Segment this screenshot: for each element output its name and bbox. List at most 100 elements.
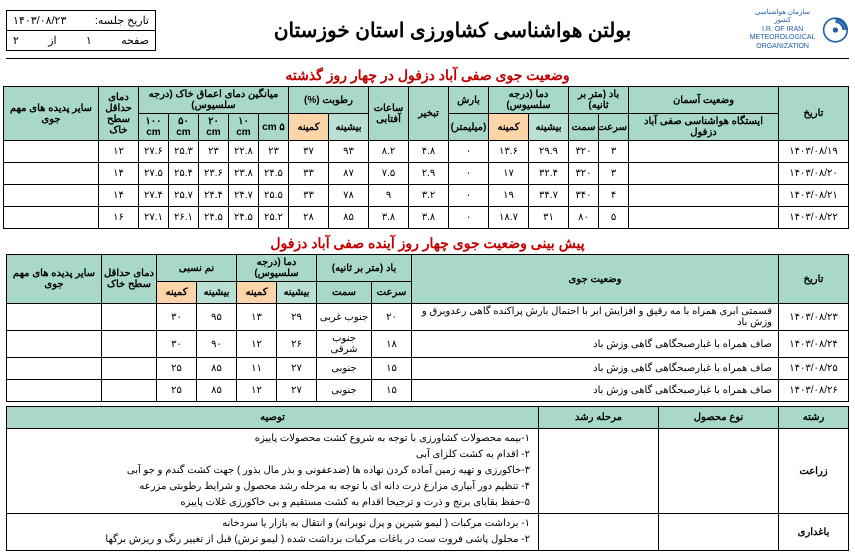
cell: ۲۴.۵ <box>258 163 288 185</box>
table-row: زراعت۱-بیمه محصولات کشاورزی با توجه به ش… <box>7 429 849 514</box>
cell: ۰ <box>449 185 489 207</box>
cell: ۱۴۰۳/۰۸/۲۳ <box>779 304 849 331</box>
cell: ۹۵ <box>197 304 237 331</box>
col-surf: دمای حداقل سطح خاک <box>98 87 138 141</box>
past-table: تاریخ وضعیت آسمان باد (متر بر ثانیه) دما… <box>3 86 849 229</box>
cell: ۲۷ <box>277 380 317 402</box>
cell <box>629 185 779 207</box>
fcol-tmax: بیشینه <box>277 282 317 304</box>
col-temp: دما (درجه سلسیوس) <box>489 87 569 114</box>
cell: ۳۷ <box>288 141 328 163</box>
cell: صاف همراه با غبارصبحگاهی گاهی وزش باد <box>412 331 779 358</box>
cell: ۱۱ <box>237 358 277 380</box>
fcol-phen: سایر پدیده های مهم جوی <box>7 255 102 304</box>
cell: ۳۱ <box>529 207 569 229</box>
advice-table: رشته نوع محصول مرحله رشد توصیه زراعت۱-بی… <box>6 406 849 551</box>
col-d20: ۲۰ cm <box>198 114 228 141</box>
cell <box>102 304 157 331</box>
cell: ۸۵ <box>197 358 237 380</box>
cell: ۲۵ <box>157 380 197 402</box>
cell <box>102 380 157 402</box>
cell: جنوبی <box>317 358 372 380</box>
cell <box>102 331 157 358</box>
cell: ۴ <box>599 185 629 207</box>
col-d5: ۵ cm <box>258 114 288 141</box>
cell: ۲۳ <box>198 141 228 163</box>
cell: ۱۴۰۳/۰۸/۲۱ <box>779 185 849 207</box>
table-row: ۱۴۰۳/۰۸/۲۴صاف همراه با غبارصبحگاهی گاهی … <box>7 331 849 358</box>
cell: ۱۴۰۳/۰۸/۱۹ <box>779 141 849 163</box>
cell: ۸.۲ <box>369 141 409 163</box>
cell: ۱۲ <box>237 331 277 358</box>
acol-field: رشته <box>779 407 849 429</box>
fcol-date: تاریخ <box>779 255 849 304</box>
cell: ۸۵ <box>197 380 237 402</box>
cell: ۳ <box>599 141 629 163</box>
cell: ۸۷ <box>329 163 369 185</box>
col-sun: ساعات آفتابی <box>369 87 409 141</box>
col-hmin: کمینه <box>288 114 328 141</box>
table-row: ۱۴۰۳/۰۸/۲۰۳۳۲۰۳۲.۴۱۷۰۲.۹۷.۵۸۷۳۳۲۴.۵۲۳.۸۲… <box>3 163 848 185</box>
cell: ۹۳ <box>329 141 369 163</box>
cell: ۸۵ <box>329 207 369 229</box>
cell: ۱۴۰۳/۰۸/۲۲ <box>779 207 849 229</box>
cell: ۱۲ <box>98 141 138 163</box>
cell <box>629 163 779 185</box>
acol-crop: نوع محصول <box>659 407 779 429</box>
col-mm: (میلیمتر) <box>449 114 489 141</box>
cell: ۲۵ <box>157 358 197 380</box>
fcol-hmax: بیشینه <box>197 282 237 304</box>
cell: باغداری <box>779 514 849 551</box>
cell: ۲۵.۷ <box>168 185 198 207</box>
cell: ۷.۵ <box>369 163 409 185</box>
header-meta: تاریخ جلسه: ۱۴۰۳/۰۸/۲۳ صفحه ۱ از ۲ <box>6 10 156 51</box>
fcol-tmin: کمینه <box>237 282 277 304</box>
cell: ۲۵.۵ <box>258 185 288 207</box>
col-station: ایستگاه هواشناسی صفی آباد دزفول <box>629 114 779 141</box>
session-date: ۱۴۰۳/۰۸/۲۳ <box>13 14 66 27</box>
cell: ۱۸ <box>372 331 412 358</box>
past-title: وضعیت جوی صفی آباد دزفول در چهار روز گذش… <box>6 67 849 84</box>
cell: ۱۳.۶ <box>489 141 529 163</box>
col-d10: ۱۰ cm <box>228 114 258 141</box>
cell <box>659 429 779 514</box>
cell: ۱۸.۷ <box>489 207 529 229</box>
cell: ۲۷.۴ <box>138 185 168 207</box>
cell <box>539 514 659 551</box>
cell: جنوبی <box>317 380 372 402</box>
col-d50: ۵۰ cm <box>168 114 198 141</box>
cell: ۳۳ <box>288 163 328 185</box>
cell: جنوب غربی <box>317 304 372 331</box>
cell: ۲۷ <box>277 358 317 380</box>
cell: ۲۴.۵ <box>198 207 228 229</box>
cell: ۱۵ <box>372 380 412 402</box>
col-tmin: کمینه <box>489 114 529 141</box>
cell: ۱۴۰۳/۰۸/۲۶ <box>779 380 849 402</box>
col-hmax: بیشینه <box>329 114 369 141</box>
table-row: ۱۴۰۳/۰۸/۱۹۳۳۲۰۲۹.۹۱۳.۶۰۴.۸۸.۲۹۳۳۷۲۳۲۲.۸۲… <box>3 141 848 163</box>
col-hum: رطوبت (%) <box>288 87 368 114</box>
table-row: باغداری ۱- برداشت مرکبات ( لیمو شیرین و پ… <box>7 514 849 551</box>
cell: ۲۷.۵ <box>138 163 168 185</box>
cell <box>629 207 779 229</box>
cell: ۲۸ <box>288 207 328 229</box>
cell: ۳۴۰ <box>569 185 599 207</box>
session-date-label: تاریخ جلسه: <box>95 14 149 27</box>
fcol-wind: باد (متر بر ثانیه) <box>317 255 412 282</box>
cell: ۱- برداشت مرکبات ( لیمو شیرین و پرل نوبر… <box>7 514 539 551</box>
cell: ۱۹ <box>489 185 529 207</box>
page-title: بولتن هواشناسی کشاورزی استان خوزستان <box>156 18 749 43</box>
col-wspeed: سرعت <box>599 114 629 141</box>
cell: ۱۴۰۳/۰۸/۲۵ <box>779 358 849 380</box>
cell: ۲۶.۱ <box>168 207 198 229</box>
forecast-title: پیش بینی وضعیت جوی چهار روز آینده صفی آب… <box>6 235 849 252</box>
page-total: ۲ <box>13 34 19 47</box>
cell: ۲۴.۷ <box>228 185 258 207</box>
cell: ۴.۸ <box>409 141 449 163</box>
cell: ۱۴۰۳/۰۸/۲۰ <box>779 163 849 185</box>
cell: ۲۴.۵ <box>228 207 258 229</box>
page-of: از <box>48 34 56 47</box>
cell: ۲۹.۹ <box>529 141 569 163</box>
cell: ۲۰ <box>372 304 412 331</box>
cell: ۱۲ <box>237 380 277 402</box>
